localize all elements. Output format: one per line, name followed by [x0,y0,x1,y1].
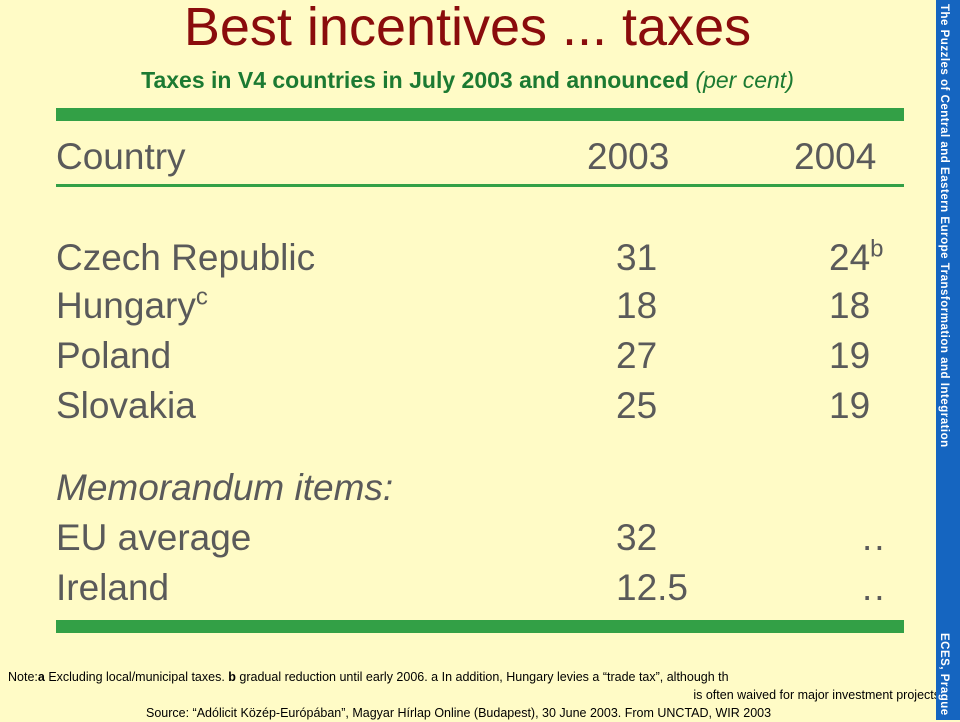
table-row-2004: 19 [829,384,870,428]
slide-title: Best incentives ... taxes [183,0,752,57]
subtitle-unit: (per cent) [695,67,794,93]
footnote-marker: b [870,235,884,263]
table-row-2004: 19 [829,334,870,378]
header-2004: 2004 [794,136,877,177]
subtitle-text: Taxes in V4 countries in July 2003 and a… [141,67,690,93]
table-top-rule [56,108,904,121]
table-row-country: Slovakia [56,384,196,428]
memo-row-2004: .. [862,567,887,608]
note-b-text: gradual reduction until early 2006. a In… [235,670,729,684]
footnotes: Note:a Excluding local/municipal taxes. … [8,668,940,722]
memo-row-2004: .. [862,517,887,558]
value-2004: 24 [829,237,871,278]
memo-row-2003: 12.5 [616,567,689,608]
header-country: Country [56,136,186,177]
table-row-2003: 25 [616,385,658,426]
sidebar-institution: ECES, Prague [938,633,950,716]
table-row-2003: 27 [616,335,658,376]
note-marker-b: b [228,670,236,684]
note-marker-a: a [37,670,45,684]
memo-row-country: EU average [56,517,252,558]
table-row-country: Czech Republic [56,236,315,280]
memo-row-2003: 32 [616,517,658,558]
country-name: Poland [56,335,172,376]
table-row-2004: 18 [829,284,870,328]
memo-row-country: Ireland [56,567,170,608]
note-prefix: Note: [8,670,38,684]
slide-subtitle: Taxes in V4 countries in July 2003 and a… [0,67,935,94]
sidebar-banner: The Puzzles of Central and Eastern Europ… [936,0,960,720]
country-name: Slovakia [56,385,196,426]
value-2004: 18 [829,285,871,326]
source-line: Source: “Adólicit Közép-Európában”, Magy… [146,706,772,720]
country-name: Hungary [56,285,196,326]
value-2004: 19 [829,385,871,426]
table-bottom-rule [56,620,904,633]
memo-label: Memorandum items: [56,467,394,508]
note-line-2: is often waived for major investment pro… [693,688,940,702]
value-2004: 19 [829,335,871,376]
table-row-2003: 18 [616,285,658,326]
table-row-country: Hungaryc [56,284,208,328]
table-header-rule [56,184,904,187]
sidebar-course-title: The Puzzles of Central and Eastern Europ… [938,4,950,448]
tax-table: Country 2003 2004 Czech Republic 31 24b … [56,108,904,638]
footnote-marker: c [195,283,208,311]
country-name: Czech Republic [56,237,316,278]
header-2003: 2003 [587,136,670,177]
note-a-text: Excluding local/municipal taxes. [44,670,229,684]
note-line-1: Note:a Excluding local/municipal taxes. … [8,668,940,686]
table-row-country: Poland [56,334,171,378]
table-row-2003: 31 [616,237,658,278]
table-row-2004: 24b [829,236,884,280]
